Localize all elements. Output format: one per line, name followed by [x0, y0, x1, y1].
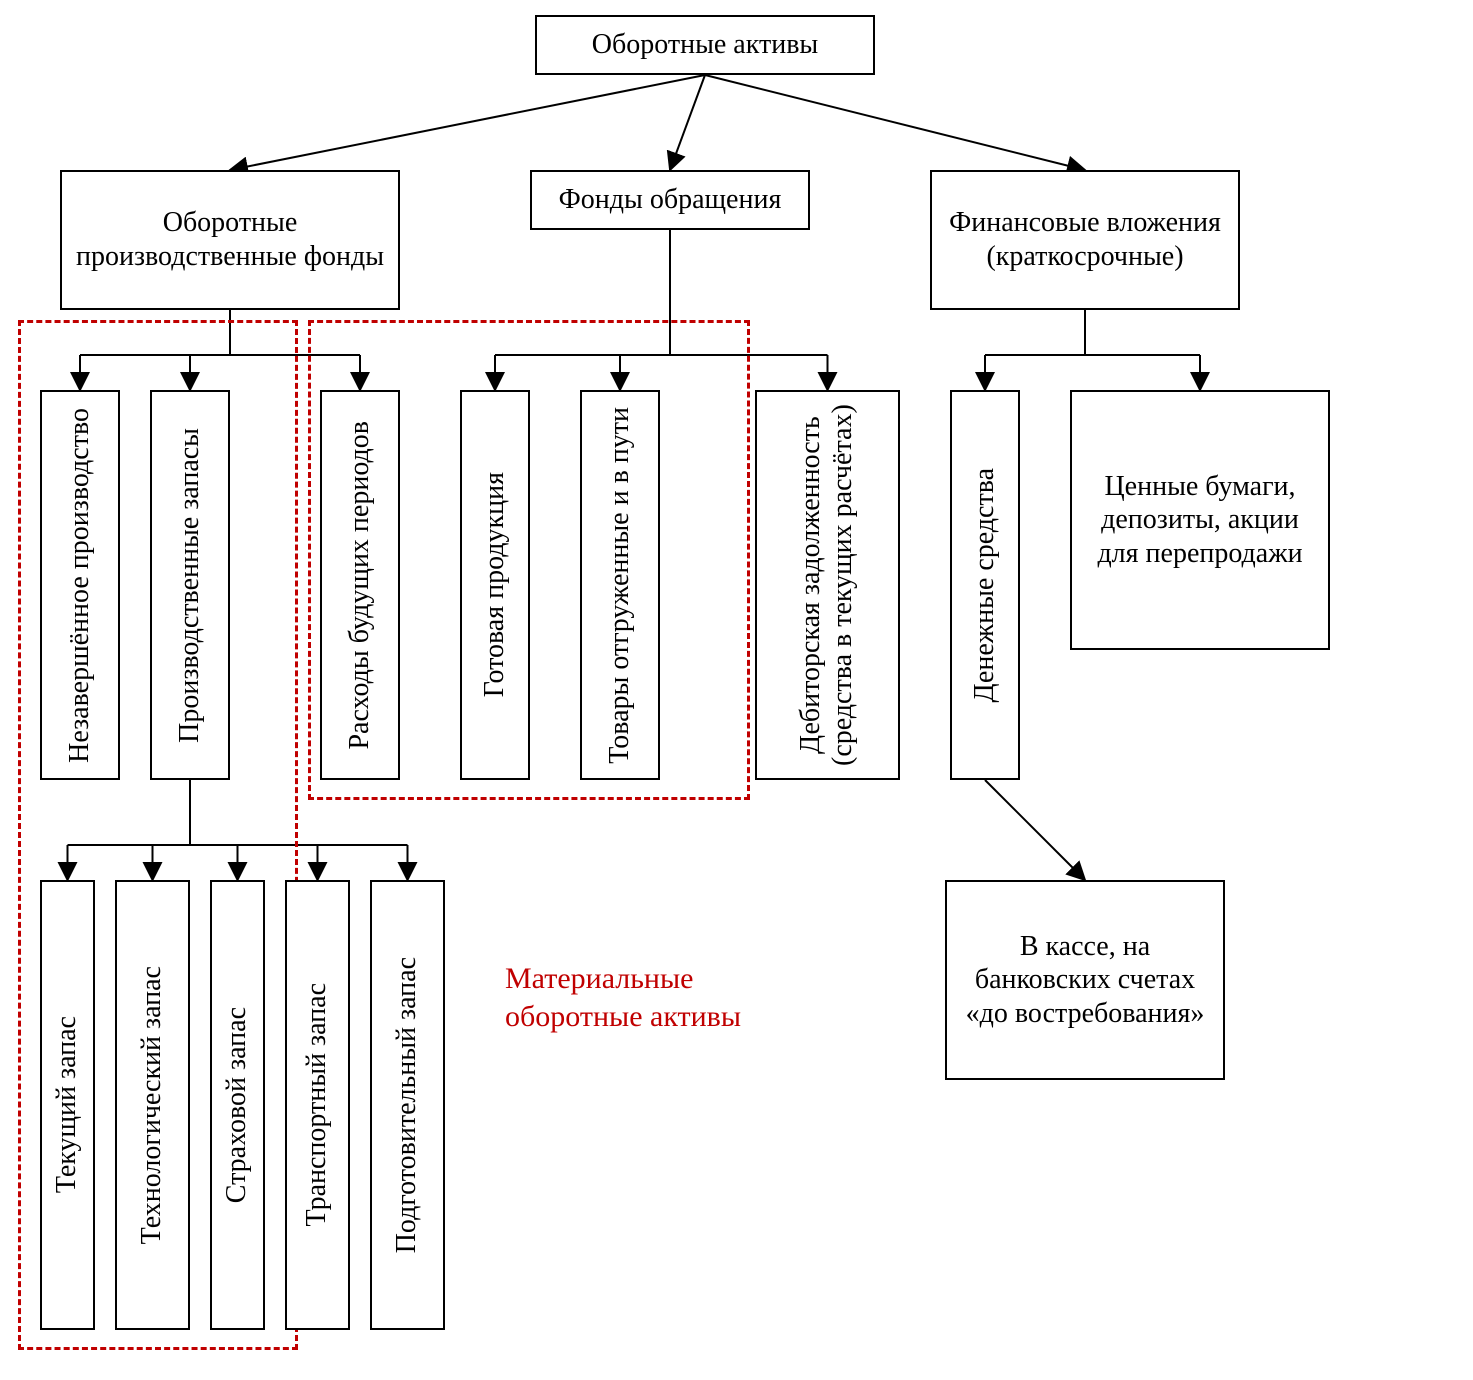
- node-c5: Товары отгруженные и в пути: [580, 390, 660, 780]
- node-c6: Дебиторская задолженность (средства в те…: [755, 390, 900, 780]
- node-label: Подготовительный запас: [391, 957, 423, 1253]
- node-d1: Текущий запас: [40, 880, 95, 1330]
- node-label: Товары отгруженные и в пути: [604, 407, 636, 764]
- annotation-material-assets: Материальные оборотные активы: [505, 960, 745, 1035]
- node-d2: Технологический запас: [115, 880, 190, 1330]
- node-b2: Фонды обращения: [530, 170, 810, 230]
- node-c3: Расходы будущих периодов: [320, 390, 400, 780]
- node-root: Оборотные активы: [535, 15, 875, 75]
- node-d4: Транспортный запас: [285, 880, 350, 1330]
- node-d3: Страховой запас: [210, 880, 265, 1330]
- node-label: Денежные средства: [969, 468, 1001, 703]
- node-label: Расходы будущих периодов: [344, 421, 376, 750]
- node-label: Транспортный запас: [301, 983, 333, 1226]
- node-label: Дебиторская задолженность (средства в те…: [795, 396, 859, 774]
- node-label: Производственные запасы: [174, 428, 206, 743]
- node-d5: Подготовительный запас: [370, 880, 445, 1330]
- node-b3: Финансовые вложения (краткосрочные): [930, 170, 1240, 310]
- node-c2: Производственные запасы: [150, 390, 230, 780]
- node-c7: Денежные средства: [950, 390, 1020, 780]
- node-label: Незавершённое производство: [64, 408, 96, 763]
- node-b1: Оборотные производственные фонды: [60, 170, 400, 310]
- node-e1: В кассе, на банковских счетах «до востре…: [945, 880, 1225, 1080]
- node-label: Текущий запас: [51, 1016, 83, 1193]
- node-label: Готовая продукция: [479, 472, 511, 697]
- node-label: Технологический запас: [136, 966, 168, 1244]
- node-c1: Незавершённое производство: [40, 390, 120, 780]
- node-c4: Готовая продукция: [460, 390, 530, 780]
- node-label: Страховой запас: [221, 1007, 253, 1203]
- node-c8: Ценные бумаги, депозиты, акции для переп…: [1070, 390, 1330, 650]
